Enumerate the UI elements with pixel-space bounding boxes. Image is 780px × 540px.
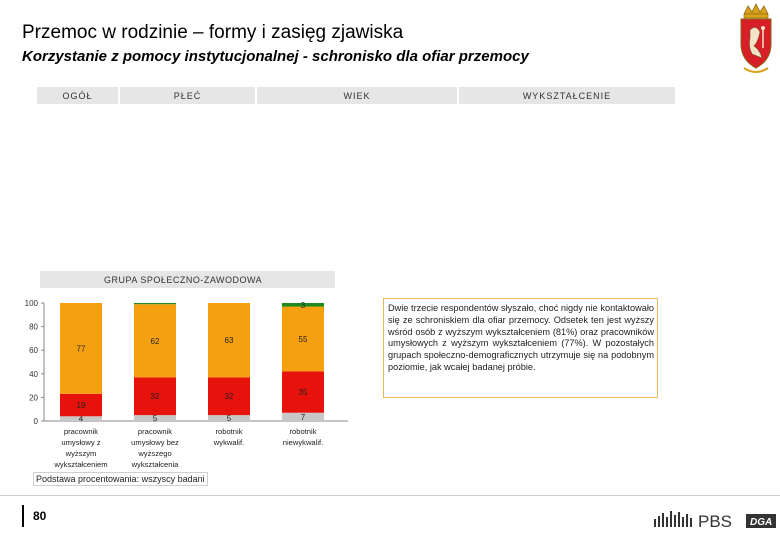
- logo-sub-text: DGA: [750, 517, 772, 528]
- data-label: 7: [301, 413, 306, 422]
- page-subtitle: Korzystanie z pomocy instytucjonalnej - …: [22, 48, 529, 65]
- x-category-label: umysłowy bez: [131, 438, 179, 447]
- description-text: Dwie trzecie respondentów słyszało, choć…: [388, 303, 654, 372]
- x-category-label: pracownik: [138, 427, 172, 436]
- bar-segment: [134, 303, 176, 305]
- bar-segment: [208, 377, 250, 416]
- base-note: Podstawa procentowania: wszyscy badani: [33, 472, 208, 486]
- x-category-label: robotnik: [215, 427, 242, 436]
- y-tick-label: 100: [25, 299, 39, 308]
- page-number-marker: [22, 505, 24, 527]
- x-category-label: niewykwalif.: [283, 438, 324, 447]
- stacked-bar-chart: 0 20 40 60 80 100 4 19 77 pracownik umysłowy z wyżs…: [25, 299, 348, 469]
- data-label: 77: [77, 344, 86, 353]
- x-category-label: wykształcenia: [131, 460, 180, 469]
- category-wiek: WIEK: [257, 87, 457, 104]
- x-category-label: pracownik: [64, 427, 98, 436]
- data-label: 4: [79, 415, 84, 424]
- data-label: 5: [153, 414, 158, 423]
- data-label: 32: [151, 392, 160, 401]
- footer-divider: [0, 495, 780, 496]
- pbs-logo-icon: PBS DGA: [654, 511, 776, 531]
- bar-segment: [282, 371, 324, 413]
- group-label: GRUPA SPOŁECZNO-ZAWODOWA: [40, 271, 335, 288]
- x-category-label: umysłowy z: [61, 438, 100, 447]
- bar-segment: [134, 377, 176, 416]
- bar-segment: [208, 415, 250, 421]
- category-wyksztalcenie: WYKSZTAŁCENIE: [459, 87, 675, 104]
- group-label-text: GRUPA SPOŁECZNO-ZAWODOWA: [104, 274, 263, 285]
- warsaw-crest-icon: [740, 3, 772, 73]
- bar-segment: [134, 415, 176, 421]
- y-tick-label: 40: [29, 370, 38, 379]
- bar-segment: [282, 412, 324, 421]
- description-box: Dwie trzecie respondentów słyszało, choć…: [383, 298, 658, 398]
- x-category-label: wyższym: [65, 449, 97, 458]
- logo-text: PBS: [698, 512, 732, 531]
- y-tick-label: 60: [29, 346, 38, 355]
- bar-segment: [60, 393, 102, 417]
- x-category-label: wyższego: [137, 449, 171, 458]
- page-title: Przemoc w rodzinie – formy i zasięg zjaw…: [22, 22, 404, 43]
- data-label: 32: [225, 392, 234, 401]
- data-label: 19: [77, 401, 86, 410]
- y-tick-label: 80: [29, 323, 38, 332]
- data-label: 63: [225, 336, 234, 345]
- x-category-label: robotnik: [289, 427, 316, 436]
- data-label: 55: [299, 335, 308, 344]
- x-category-label: wykształceniem: [53, 460, 107, 469]
- data-label: 3: [301, 301, 306, 310]
- category-plec: PŁEĆ: [120, 87, 255, 104]
- y-tick-label: 20: [29, 393, 38, 402]
- data-label: 35: [299, 388, 308, 397]
- bar-segment: [60, 416, 102, 421]
- data-label: 62: [151, 337, 160, 346]
- page-number: 80: [33, 509, 47, 523]
- y-tick-label: 0: [34, 417, 39, 426]
- x-category-label: wykwalif.: [213, 438, 244, 447]
- data-label: 5: [227, 414, 232, 423]
- bar-segment: [60, 303, 102, 394]
- bar-segment: [282, 303, 324, 307]
- bar-segment: [282, 306, 324, 372]
- category-ogol: OGÓŁ: [37, 87, 118, 104]
- bar-segment: [208, 303, 250, 378]
- bar-segment: [134, 304, 176, 378]
